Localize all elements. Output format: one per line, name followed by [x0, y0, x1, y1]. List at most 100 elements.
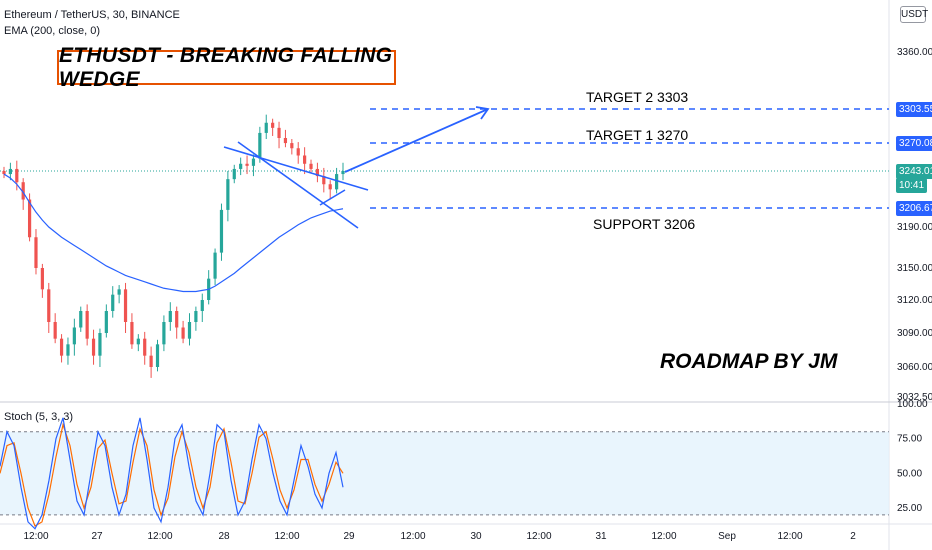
time-tick-label: 12:00 — [274, 531, 299, 542]
candle-body — [187, 322, 192, 339]
candle-body — [143, 338, 147, 356]
stoch-d-line — [0, 422, 344, 527]
candle-body — [149, 355, 153, 367]
candle-body — [277, 127, 281, 139]
candle-body — [239, 163, 243, 169]
candle-body — [296, 148, 300, 156]
candle-body — [15, 168, 19, 183]
breakout-arrow — [344, 108, 489, 173]
candle-body — [213, 252, 217, 279]
candle-body — [98, 333, 102, 356]
time-tick-label: 31 — [595, 531, 607, 542]
candle-body — [85, 311, 89, 339]
candle-body — [91, 338, 96, 356]
time-tick-label: 12:00 — [651, 531, 676, 542]
time-tick-label: 12:00 — [526, 531, 551, 542]
time-tick-label: 30 — [470, 531, 482, 542]
candle-body — [53, 322, 57, 339]
candle-body — [72, 327, 76, 345]
price-tick-label: 3360.00 — [897, 47, 932, 58]
stoch-tick-label: 75.00 — [897, 434, 922, 445]
wedge-upper-line — [223, 146, 369, 191]
wedge-lower-line — [237, 141, 359, 229]
candle-body — [219, 209, 224, 253]
candle-body — [335, 174, 339, 190]
candle-body — [104, 311, 108, 333]
ema-legend: EMA (200, close, 0) — [4, 25, 100, 37]
candle-body — [245, 163, 249, 166]
candle-body — [47, 289, 51, 322]
candle-body — [155, 344, 160, 367]
price-tick-label: 3090.00 — [897, 328, 932, 339]
candle-body — [59, 338, 64, 356]
candle-body — [322, 176, 326, 185]
watermark-text: ROADMAP BY JM — [660, 350, 838, 373]
candle-body — [328, 184, 332, 190]
stoch-tick-label: 100.00 — [897, 399, 928, 410]
time-tick-label: 29 — [343, 531, 355, 542]
price-tick-label: 3150.00 — [897, 263, 932, 274]
candle-body — [200, 300, 204, 311]
candle-body — [2, 171, 6, 175]
candle-body — [283, 138, 288, 144]
candle-body — [290, 143, 294, 149]
time-tick-label: Sep — [718, 531, 736, 542]
candle-body — [264, 122, 268, 133]
last-price-tag: 3243.01 — [896, 164, 932, 179]
candle-body — [34, 237, 38, 268]
candle-body — [341, 171, 345, 175]
ema-line — [3, 173, 344, 293]
candle-body — [226, 179, 230, 210]
wedge-connector — [319, 189, 346, 206]
candle-body — [271, 122, 275, 128]
candle-body — [168, 311, 172, 322]
candle-body — [136, 338, 140, 345]
price-tick-label: 3190.00 — [897, 222, 932, 233]
price-tick-label: 3032.50 — [897, 392, 932, 403]
target-2-label: TARGET 2 3303 — [586, 89, 689, 105]
candle-body — [111, 294, 115, 311]
symbol-title: Ethereum / TetherUS, 30, BINANCE — [4, 9, 180, 21]
candle-body — [8, 168, 12, 175]
time-tick-label: 27 — [91, 531, 103, 542]
candle-body — [79, 311, 83, 328]
time-tick-label: 12:00 — [147, 531, 172, 542]
candle-body — [130, 322, 134, 345]
target-1-price-tag: 3270.08 — [896, 136, 932, 151]
time-tick-label: 28 — [218, 531, 230, 542]
price-tick-label: 3060.00 — [897, 362, 932, 373]
stoch-band — [0, 431, 889, 515]
candle-body — [303, 155, 307, 164]
stoch-tick-label: 50.00 — [897, 468, 922, 479]
chart-headline: ETHUSDT - BREAKING FALLING WEDGE — [57, 44, 396, 91]
time-tick-label: 2 — [850, 531, 856, 542]
target-2-price-tag: 3303.55 — [896, 102, 932, 117]
candle-body — [232, 168, 236, 180]
candle-body — [162, 322, 166, 345]
candle-body — [251, 158, 256, 166]
time-tick-label: 12:00 — [23, 531, 48, 542]
stoch-tick-label: 25.00 — [897, 503, 922, 514]
candle-body — [21, 182, 25, 200]
stoch-k-line — [0, 417, 344, 530]
candle-body — [117, 289, 121, 295]
time-tick-label: 12:00 — [777, 531, 802, 542]
stoch-legend: Stoch (5, 3, 3) — [4, 411, 74, 423]
candle-body — [194, 311, 198, 322]
candle-body — [315, 168, 320, 177]
candle-body — [66, 344, 70, 356]
target-1-label: TARGET 1 3270 — [586, 127, 689, 143]
breakout-arrowhead — [475, 106, 490, 120]
candle-body — [175, 311, 179, 328]
support-price-tag: 3206.67 — [896, 201, 932, 216]
candle-body — [27, 199, 32, 238]
candle-body — [258, 132, 262, 159]
candle-body — [181, 327, 185, 339]
time-tick-label: 12:00 — [400, 531, 425, 542]
currency-button[interactable]: USDT — [900, 6, 928, 23]
support-label: SUPPORT 3206 — [593, 216, 696, 232]
candle-body — [40, 268, 44, 290]
countdown-tag: 10:41 — [896, 178, 928, 193]
candle-body — [309, 163, 313, 169]
